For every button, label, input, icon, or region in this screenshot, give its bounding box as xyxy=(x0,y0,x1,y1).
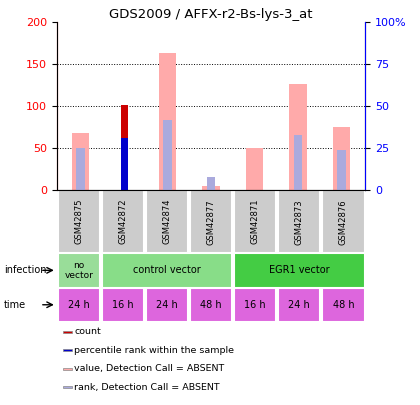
Bar xyxy=(234,253,365,288)
Bar xyxy=(63,331,72,333)
Bar xyxy=(72,133,89,190)
Bar xyxy=(207,177,215,190)
Bar xyxy=(121,138,128,190)
Bar xyxy=(289,83,307,190)
Bar xyxy=(234,288,276,322)
Bar xyxy=(190,288,232,322)
Title: GDS2009 / AFFX-r2-Bs-lys-3_at: GDS2009 / AFFX-r2-Bs-lys-3_at xyxy=(109,8,313,21)
Bar xyxy=(146,288,188,322)
Bar xyxy=(63,368,72,370)
Bar xyxy=(333,127,350,190)
Text: 48 h: 48 h xyxy=(333,300,354,310)
Bar xyxy=(159,53,176,190)
Bar xyxy=(278,288,320,322)
Text: GSM42877: GSM42877 xyxy=(207,199,215,245)
Bar xyxy=(58,288,100,322)
Text: 16 h: 16 h xyxy=(244,300,266,310)
Bar xyxy=(63,349,72,351)
Text: infection: infection xyxy=(4,265,47,275)
Bar xyxy=(278,190,320,253)
Text: no
vector: no vector xyxy=(64,261,93,280)
Bar xyxy=(76,148,85,190)
Bar xyxy=(337,150,346,190)
Bar xyxy=(58,190,100,253)
Bar xyxy=(234,190,276,253)
Text: 16 h: 16 h xyxy=(112,300,134,310)
Bar xyxy=(146,190,188,253)
Text: 48 h: 48 h xyxy=(200,300,222,310)
Bar xyxy=(322,190,365,253)
Bar xyxy=(294,135,302,190)
Bar xyxy=(202,186,220,190)
Text: control vector: control vector xyxy=(133,265,201,275)
Bar xyxy=(322,288,365,322)
Text: GSM42874: GSM42874 xyxy=(163,199,171,245)
Text: rank, Detection Call = ABSENT: rank, Detection Call = ABSENT xyxy=(74,383,220,392)
Bar xyxy=(63,386,72,388)
Text: percentile rank within the sample: percentile rank within the sample xyxy=(74,345,234,355)
Bar xyxy=(246,148,263,190)
Text: count: count xyxy=(74,327,101,336)
Text: EGR1 vector: EGR1 vector xyxy=(269,265,330,275)
Bar xyxy=(58,253,100,288)
Text: GSM42876: GSM42876 xyxy=(339,199,348,245)
Text: time: time xyxy=(4,300,26,310)
Bar xyxy=(190,190,232,253)
Bar xyxy=(102,190,144,253)
Text: GSM42872: GSM42872 xyxy=(118,199,127,245)
Bar xyxy=(102,288,144,322)
Text: 24 h: 24 h xyxy=(68,300,89,310)
Text: GSM42873: GSM42873 xyxy=(295,199,304,245)
Bar xyxy=(121,105,128,190)
Text: 24 h: 24 h xyxy=(156,300,178,310)
Text: GSM42871: GSM42871 xyxy=(251,199,260,245)
Text: GSM42875: GSM42875 xyxy=(74,199,83,245)
Bar xyxy=(163,120,172,190)
Text: value, Detection Call = ABSENT: value, Detection Call = ABSENT xyxy=(74,364,225,373)
Bar xyxy=(102,253,232,288)
Text: 24 h: 24 h xyxy=(289,300,310,310)
